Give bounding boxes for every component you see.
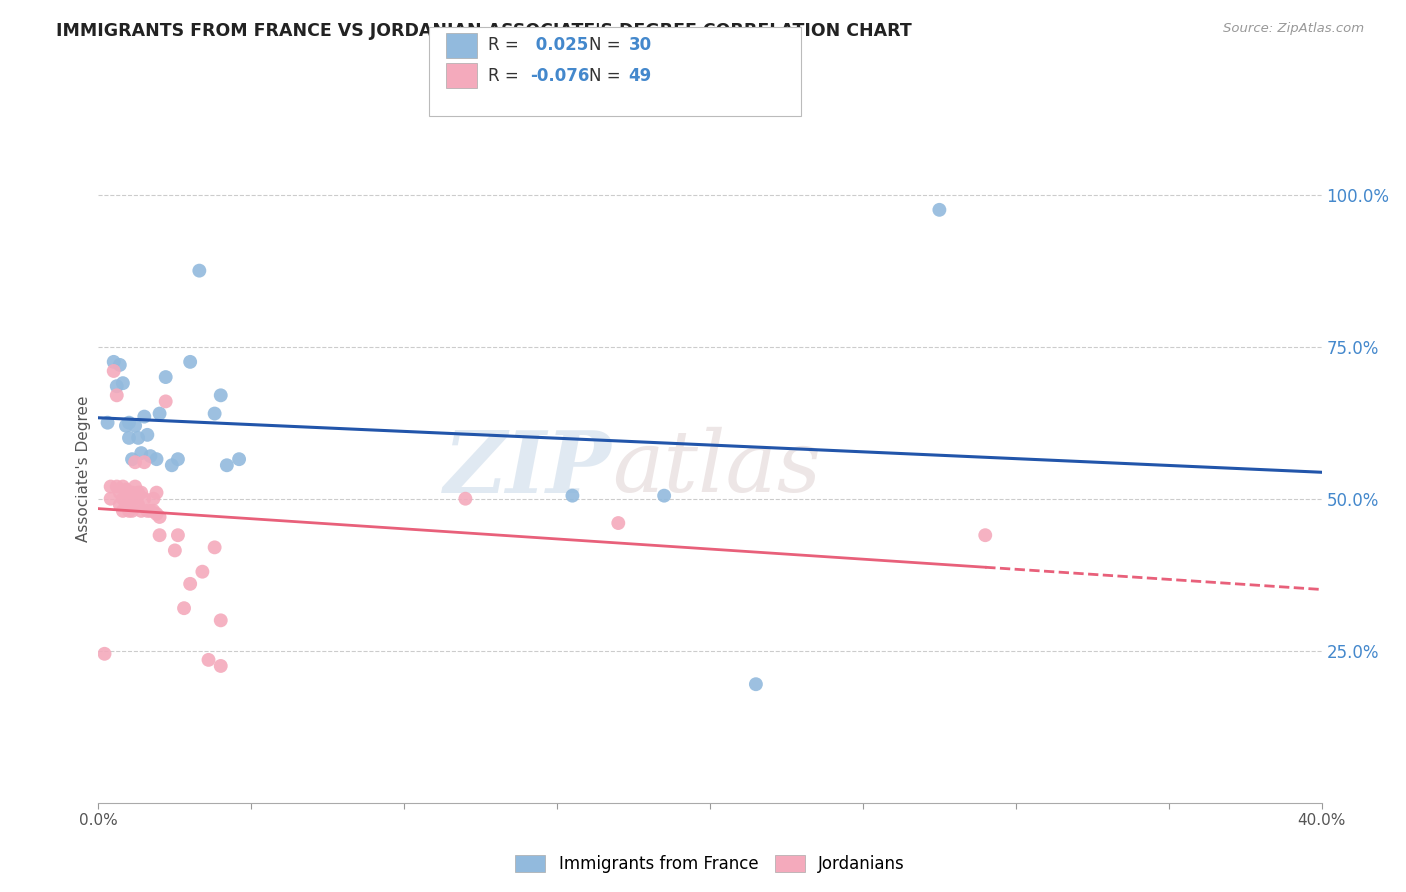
Text: IMMIGRANTS FROM FRANCE VS JORDANIAN ASSOCIATE'S DEGREE CORRELATION CHART: IMMIGRANTS FROM FRANCE VS JORDANIAN ASSO… [56,22,912,40]
Point [188,263,211,277]
Point [167,452,190,467]
Point [149,528,172,542]
Point [124,479,146,493]
Text: Source: ZipAtlas.com: Source: ZipAtlas.com [1223,22,1364,36]
Point [108,358,131,372]
Point [134,409,156,424]
Point [204,407,226,421]
Point [136,504,159,518]
Point [105,388,128,402]
Point [179,355,201,369]
Point [121,452,143,467]
Text: 49: 49 [628,67,652,85]
Point [974,528,997,542]
Point [108,485,131,500]
Point [105,479,128,493]
Point [745,677,768,691]
Text: N =: N = [589,67,626,85]
Point [111,504,134,518]
Text: ZIP: ZIP [444,426,612,510]
Point [93,647,115,661]
Point [155,394,177,409]
Point [121,485,143,500]
Point [115,483,138,497]
Point [115,498,138,512]
Point [145,507,167,521]
Text: 30: 30 [628,37,651,54]
Point [118,485,141,500]
Point [167,528,190,542]
Point [652,489,675,503]
Point [139,504,162,518]
Text: -0.076: -0.076 [530,67,589,85]
Point [129,446,152,460]
Point [191,565,214,579]
Point [136,428,159,442]
Point [142,504,165,518]
Point [127,431,149,445]
Y-axis label: Associate's Degree: Associate's Degree [76,395,91,541]
Point [97,416,120,430]
Text: R =: R = [488,67,524,85]
Point [197,653,219,667]
Point [111,376,134,391]
Point [209,659,232,673]
Point [118,416,141,430]
Text: N =: N = [589,37,626,54]
Legend: Immigrants from France, Jordanians: Immigrants from France, Jordanians [506,847,914,881]
Point [228,452,250,467]
Point [215,458,238,473]
Point [209,388,232,402]
Text: atlas: atlas [612,427,821,509]
Point [100,491,122,506]
Point [129,504,152,518]
Point [127,485,149,500]
Point [209,613,232,627]
Point [103,355,125,369]
Point [204,541,226,555]
Point [118,495,141,509]
Point [561,489,583,503]
Point [179,577,201,591]
Point [111,479,134,493]
Point [115,418,138,433]
Point [118,504,141,518]
Point [105,379,128,393]
Point [124,418,146,433]
Point [139,449,162,463]
Point [163,543,186,558]
Point [454,491,477,506]
Point [129,485,152,500]
Point [103,364,125,378]
Point [607,516,630,530]
Point [111,491,134,506]
Point [155,370,177,384]
Point [127,498,149,512]
Point [149,510,172,524]
Point [928,202,950,217]
Point [134,455,156,469]
Point [145,485,167,500]
Text: 0.025: 0.025 [530,37,588,54]
Point [160,458,183,473]
Point [134,491,156,506]
Point [121,504,143,518]
Point [145,452,167,467]
Point [118,431,141,445]
Point [108,498,131,512]
Point [124,455,146,469]
Point [142,491,165,506]
Point [173,601,195,615]
Point [121,491,143,506]
Point [100,479,122,493]
Point [124,491,146,506]
Text: R =: R = [488,37,524,54]
Point [149,407,172,421]
